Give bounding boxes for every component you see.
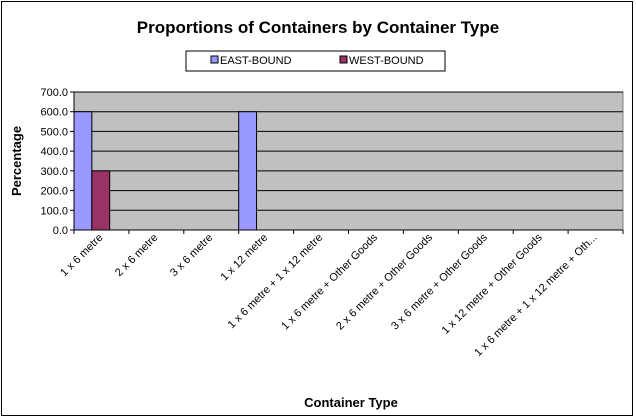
- y-tick-label: 100.0: [40, 205, 68, 217]
- y-tick-label: 200.0: [40, 186, 68, 198]
- x-category-label: 1 x 12 metre + Other Goods: [440, 231, 545, 336]
- legend-label-west-bound: WEST-BOUND: [349, 55, 424, 67]
- chart-title: Proportions of Containers by Container T…: [137, 18, 499, 37]
- x-category-label: 2 x 6 metre: [113, 232, 160, 279]
- x-category-label: 3 x 6 metre + Other Goods: [389, 231, 490, 332]
- x-category-label: 2 x 6 metre + Other Goods: [334, 231, 435, 332]
- bar-west-bound-0: [91, 170, 111, 231]
- legend-label-east-bound: EAST-BOUND: [220, 55, 292, 67]
- legend: EAST-BOUND WEST-BOUND: [185, 50, 446, 72]
- y-tick-label: 300.0: [40, 166, 68, 178]
- x-category-label: 3 x 6 metre: [168, 232, 215, 279]
- x-category-label: 1 x 6 metre + 1 x 12 metre + Oth...: [472, 232, 599, 359]
- plot-area: [73, 91, 624, 231]
- y-tick-label: 600.0: [40, 107, 68, 119]
- y-axis-title: Percentage: [9, 126, 24, 196]
- y-tick-label: 0.0: [53, 225, 68, 237]
- x-category-label: 1 x 6 metre + 1 x 12 metre: [226, 232, 325, 331]
- bars: [73, 111, 258, 231]
- y-axis-ticks: 0.0 100.0 200.0 300.0 400.0 500.0 600.0 700.0: [40, 87, 74, 237]
- y-tick-label: 400.0: [40, 146, 68, 158]
- legend-swatch-west-bound: [339, 55, 348, 64]
- x-category-label: 1 x 6 metre + Other Goods: [279, 231, 380, 332]
- y-tick-label: 500.0: [40, 126, 68, 138]
- bar-east-bound-3: [238, 111, 258, 231]
- x-category-label: 1 x 12 metre: [219, 232, 271, 284]
- bar-east-bound-0: [73, 111, 93, 231]
- gridlines: [74, 91, 623, 211]
- legend-swatch-east-bound: [210, 55, 219, 64]
- x-axis-title: Container Type: [304, 395, 398, 410]
- x-category-label: 1 x 6 metre: [58, 232, 105, 279]
- legend-box: [185, 50, 446, 72]
- x-axis-ticks: 1 x 6 metre 2 x 6 metre 3 x 6 metre 1 x 12 …: [58, 230, 624, 359]
- y-tick-label: 700.0: [40, 87, 68, 99]
